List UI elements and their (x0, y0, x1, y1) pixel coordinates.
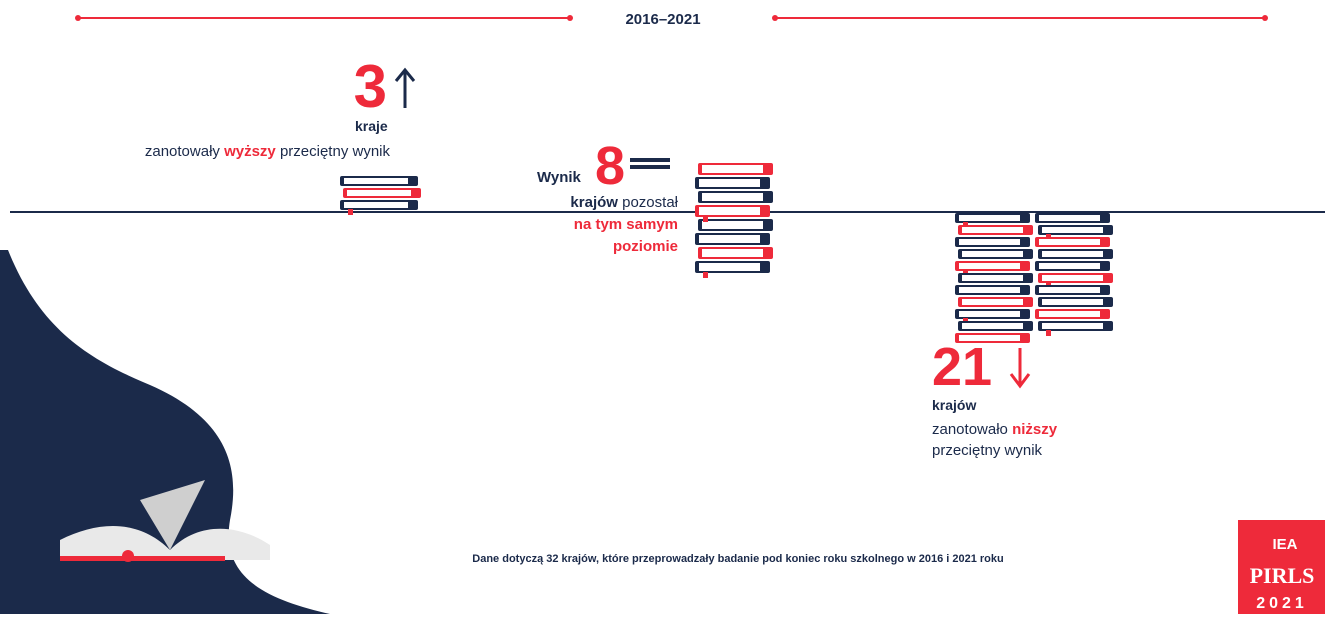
bookmark (348, 209, 353, 215)
book-pages (1042, 251, 1103, 257)
book-pages (1042, 275, 1103, 281)
book-pages (702, 221, 763, 229)
bookmark (1046, 330, 1051, 336)
book-pages (962, 299, 1023, 305)
highlight: niższy (1012, 421, 1058, 438)
book-pages (1042, 299, 1103, 305)
number: 21 (932, 337, 992, 397)
highlight: poziomie (613, 238, 678, 255)
book-pages (347, 190, 411, 196)
book-pages (962, 227, 1023, 233)
book-pages (1039, 311, 1100, 317)
book-pages (702, 249, 763, 257)
text: przeciętny wynik (276, 143, 391, 160)
book-pages (959, 311, 1020, 317)
description: zanotowały wyższy przeciętny wynik (145, 143, 391, 160)
logo-name: PIRLS (1250, 563, 1315, 588)
book-pages (962, 275, 1023, 281)
book-pages (344, 202, 408, 208)
book-pages (959, 215, 1020, 221)
book-pages (1039, 287, 1100, 293)
book-pages (959, 335, 1020, 341)
text: zanotowały (145, 143, 224, 160)
book-pages (962, 323, 1023, 329)
bookmark (703, 272, 708, 278)
book-stack (955, 213, 1113, 343)
period: 2016–2021 (625, 11, 700, 28)
text: zanotowało (932, 421, 1012, 438)
description: przeciętny wynik (932, 442, 1043, 459)
text: pozostał (618, 194, 679, 211)
book-pages (699, 263, 760, 271)
book-pages (1042, 227, 1103, 233)
bookmark (703, 216, 708, 222)
book-pages (699, 235, 760, 243)
book-pages (702, 165, 763, 173)
description: zanotowało niższy (932, 421, 1058, 438)
book-stack (340, 176, 421, 215)
highlight: wyższy (223, 143, 276, 160)
book-pages (1039, 215, 1100, 221)
book-pages (1042, 323, 1103, 329)
number: 8 (595, 136, 625, 196)
book-pages (702, 193, 763, 201)
unit: kraje (355, 118, 388, 134)
number: 3 (354, 53, 387, 120)
description: krajów pozostał (570, 194, 678, 211)
infographic: 2016–2021 3 kraje zanotowały wyższy prze… (0, 0, 1325, 614)
book-pages (1039, 263, 1100, 269)
prefix: Wynik (537, 169, 582, 186)
book-pages (962, 251, 1023, 257)
book-pages (959, 263, 1020, 269)
footnote: Dane dotyczą 32 krajów, które przeprowad… (472, 553, 1003, 565)
book-pages (959, 287, 1020, 293)
logo-year: 2021 (1256, 595, 1308, 612)
book-pages (1039, 239, 1100, 245)
page: 2016–2021 3 kraje zanotowały wyższy prze… (0, 0, 1325, 614)
book-pages (699, 179, 760, 187)
logo-org: IEA (1272, 536, 1297, 553)
book-pages (959, 239, 1020, 245)
book-pages (699, 207, 760, 215)
decor (0, 15, 1325, 614)
text: krajów (570, 194, 618, 211)
book-pages (344, 178, 408, 184)
highlight: na tym samym (574, 216, 678, 233)
book-stack (695, 163, 773, 278)
unit: krajów (932, 397, 976, 413)
